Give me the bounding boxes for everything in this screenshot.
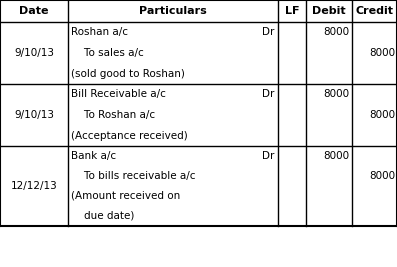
Text: 8000: 8000 [323,151,349,161]
Text: To Roshan a/c: To Roshan a/c [71,110,155,120]
Text: To sales a/c: To sales a/c [71,48,144,58]
Text: Bank a/c: Bank a/c [71,151,116,161]
Text: To bills receivable a/c: To bills receivable a/c [71,171,195,181]
Text: due date): due date) [71,211,134,221]
Text: Date: Date [19,6,49,16]
Text: Debit: Debit [312,6,346,16]
Text: Roshan a/c: Roshan a/c [71,27,128,37]
Text: 8000: 8000 [369,48,395,58]
Text: 8000: 8000 [369,110,395,120]
Text: 12/12/13: 12/12/13 [11,181,58,191]
Text: 8000: 8000 [323,27,349,37]
Text: 9/10/13: 9/10/13 [14,110,54,120]
Text: 8000: 8000 [369,171,395,181]
Text: Dr: Dr [262,27,274,37]
Text: (Amount received on: (Amount received on [71,191,180,201]
Text: Dr: Dr [262,89,274,99]
Text: (sold good to Roshan): (sold good to Roshan) [71,69,185,79]
Text: 8000: 8000 [323,89,349,99]
Text: Dr: Dr [262,151,274,161]
Text: 9/10/13: 9/10/13 [14,48,54,58]
Text: Bill Receivable a/c: Bill Receivable a/c [71,89,166,99]
Text: Particulars: Particulars [139,6,207,16]
Text: Credit: Credit [356,6,394,16]
Text: (Acceptance received): (Acceptance received) [71,131,188,141]
Text: LF: LF [285,6,299,16]
